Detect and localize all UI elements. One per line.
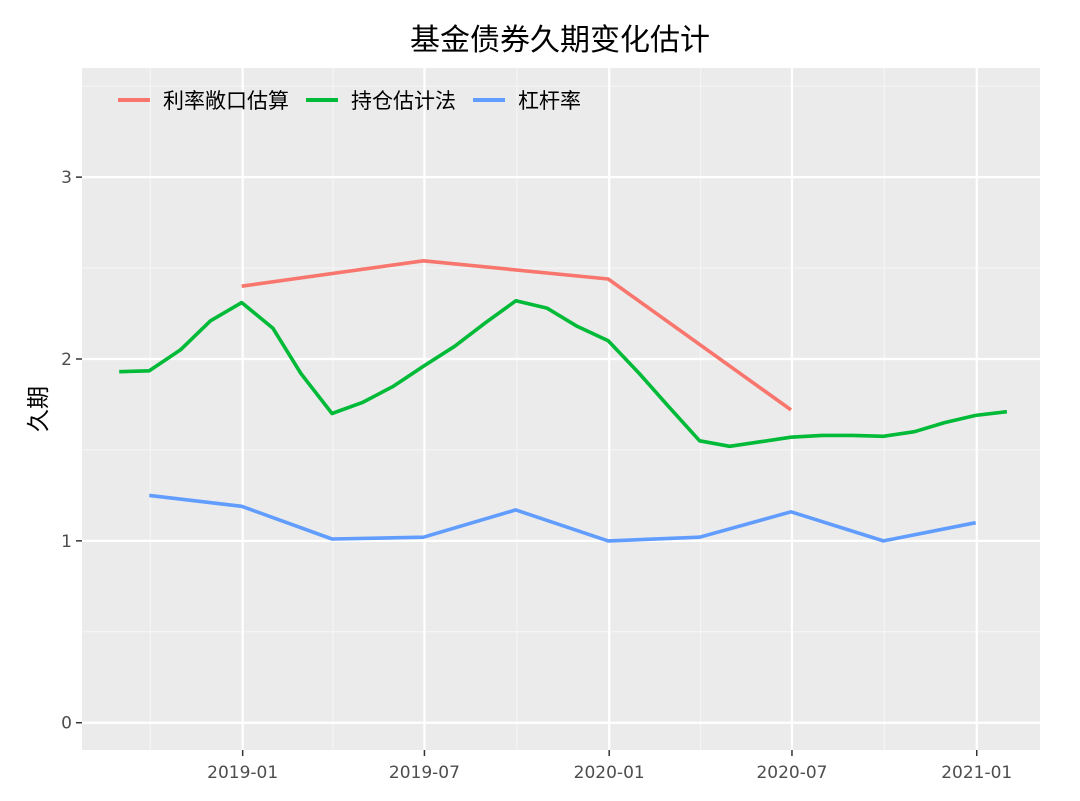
y-tick-label: 2	[61, 350, 72, 370]
x-tick-label: 2021-01	[941, 763, 1012, 783]
chart-title: 基金债券久期变化估计	[410, 23, 710, 58]
x-tick-label: 2020-01	[574, 763, 645, 783]
x-tick-label: 2019-07	[389, 763, 460, 783]
y-tick-label: 0	[61, 714, 72, 734]
plot-panel	[82, 68, 1040, 750]
series-line-3	[149, 493, 977, 543]
legend-label-1: 利率敞口估算	[163, 89, 289, 113]
x-tick-label: 2019-01	[207, 763, 278, 783]
series-lines	[119, 258, 1008, 543]
y-axis: 0 1 2 3	[61, 168, 82, 734]
legend-label-3: 杠杆率	[518, 89, 581, 113]
legend-label-2: 持仓估计法	[351, 89, 456, 113]
y-axis-title: 久期	[26, 386, 52, 432]
series-line-2	[119, 298, 1008, 449]
series-line-1	[241, 258, 793, 412]
legend: 利率敞口估算 持仓估计法 杠杆率	[118, 89, 581, 113]
y-tick-label: 1	[61, 532, 72, 552]
x-tick-label: 2020-07	[756, 763, 827, 783]
x-axis: 2019-01 2019-07 2020-01 2020-07 2021-01	[207, 750, 1012, 783]
y-tick-label: 3	[61, 168, 72, 188]
